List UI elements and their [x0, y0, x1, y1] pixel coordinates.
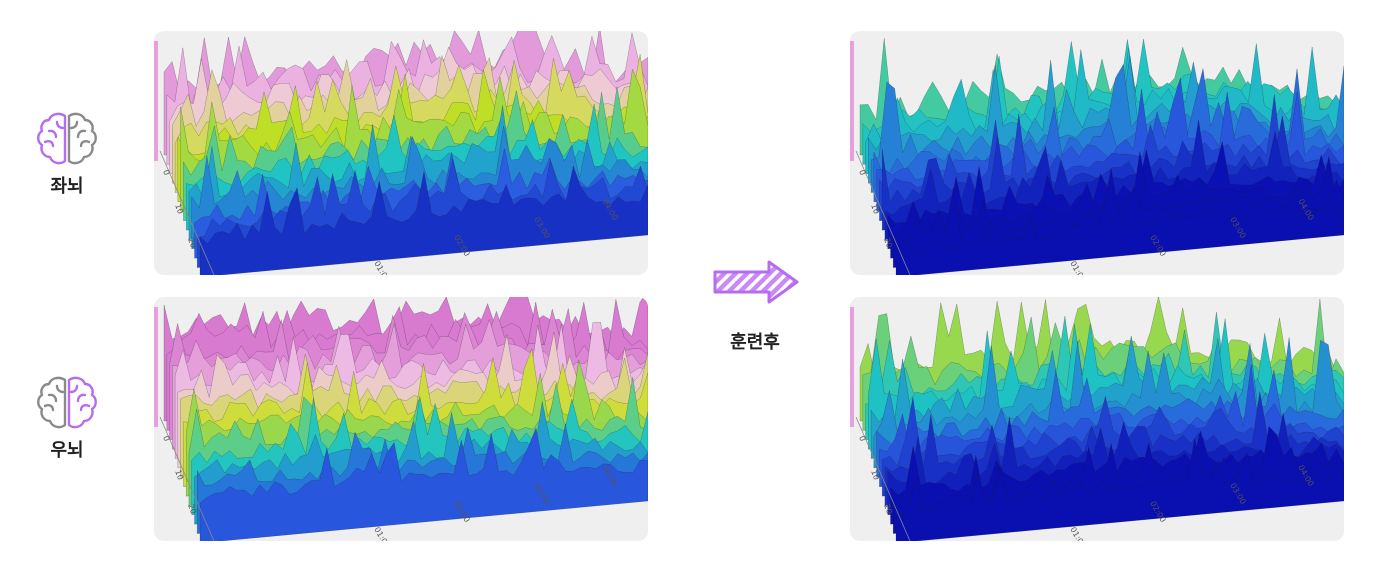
- surface-strip: [199, 427, 648, 541]
- surface-strip: [895, 199, 1344, 275]
- left-brain-after-panel: 0 10 20 01:00 02:00 03:00 04:00: [850, 31, 1344, 275]
- right-brain-before-panel: 0 10 20 01:00 02:00 03:00 04:00: [154, 297, 648, 541]
- depth-tick-label: 0: [161, 435, 171, 443]
- right-brain-label: 우뇌: [50, 440, 84, 461]
- depth-tick-label: 0: [161, 169, 171, 177]
- depth-tick-label: 10: [869, 203, 881, 216]
- depth-tick-label: 20: [882, 503, 894, 516]
- time-tick-label: 01:00: [372, 526, 391, 542]
- depth-tick-label: 10: [173, 203, 185, 216]
- right-brain-after-panel: 0 10 20 01:00 02:00 03:00 04:00: [850, 297, 1344, 541]
- depth-tick-label: 0: [857, 169, 867, 177]
- brain-icon: [37, 112, 97, 165]
- colorbar: [850, 41, 854, 161]
- brain-icon: [37, 376, 97, 429]
- depth-tick-label: 20: [186, 503, 198, 516]
- depth-tick-label: 10: [869, 469, 881, 482]
- colorbar: [154, 41, 158, 161]
- colorbar: [154, 307, 158, 427]
- surface-strip: [895, 438, 1344, 541]
- depth-tick-label: 20: [186, 237, 198, 250]
- depth-tick-label: 10: [173, 469, 185, 482]
- arrow-right-icon: [713, 260, 799, 304]
- depth-axis-line: [159, 416, 215, 541]
- time-tick-label: 01:00: [1068, 526, 1087, 542]
- time-tick-label: 01:00: [1068, 260, 1087, 276]
- depth-axis-line: [159, 150, 215, 275]
- right-brain-label-block: 우뇌: [17, 374, 117, 462]
- depth-axis-line: [855, 416, 911, 541]
- left-brain-before-panel: 0 10 20 01:00 02:00 03:00 04:00: [154, 31, 648, 275]
- left-brain-label: 좌뇌: [50, 176, 84, 197]
- left-brain-label-block: 좌뇌: [17, 110, 117, 198]
- after-training-block: 훈련후: [700, 258, 810, 354]
- time-tick-label: 01:00: [372, 260, 391, 276]
- colorbar: [850, 307, 854, 427]
- after-training-label: 훈련후: [730, 332, 780, 353]
- depth-tick-label: 20: [882, 237, 894, 250]
- surface-strip: [199, 165, 648, 275]
- depth-tick-label: 0: [857, 435, 867, 443]
- depth-axis-line: [855, 150, 911, 275]
